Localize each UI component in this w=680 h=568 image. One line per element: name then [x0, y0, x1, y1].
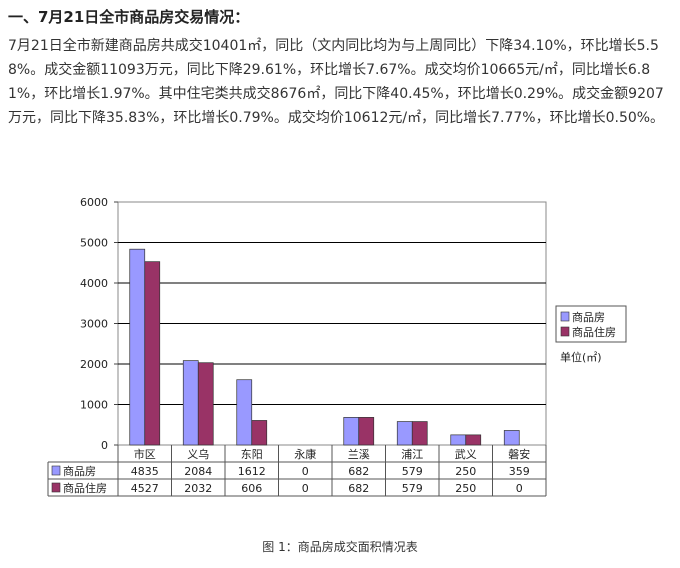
- bar: [343, 417, 360, 446]
- data-label: 2032: [184, 482, 212, 495]
- x-category-label: 武义: [455, 448, 477, 461]
- data-label: 0: [516, 482, 523, 495]
- unit-label: 单位(㎡): [560, 350, 602, 364]
- table-series-name: 商品住房: [63, 481, 107, 495]
- data-label: 579: [402, 482, 423, 495]
- bar: [503, 430, 520, 446]
- y-tick-label: 6000: [80, 196, 108, 209]
- data-label: 682: [348, 482, 369, 495]
- y-tick-label: 0: [101, 439, 108, 452]
- x-category-label: 永康: [294, 447, 316, 461]
- y-tick-label: 3000: [80, 318, 108, 331]
- data-label: 579: [402, 465, 423, 478]
- table-series-name: 商品房: [63, 464, 96, 478]
- data-label: 0: [302, 482, 309, 495]
- data-label: 4527: [131, 482, 159, 495]
- bar: [129, 248, 146, 446]
- table-legend-swatch: [51, 465, 61, 476]
- bar: [396, 421, 413, 446]
- bar: [197, 362, 214, 446]
- x-category-label: 市区: [134, 447, 156, 461]
- data-label: 2084: [184, 465, 212, 478]
- data-label: 0: [302, 465, 309, 478]
- section-heading: 一、7月21日全市商品房交易情况：: [8, 8, 250, 26]
- legend-label: 商品房: [572, 310, 605, 324]
- data-label: 359: [509, 465, 530, 478]
- legend-swatch: [560, 311, 570, 322]
- data-label: 606: [241, 482, 262, 495]
- data-label: 250: [455, 482, 476, 495]
- bar: [358, 417, 375, 446]
- x-category-label: 东阳: [241, 448, 263, 461]
- y-tick-label: 4000: [80, 277, 108, 290]
- bar: [144, 261, 161, 446]
- y-tick-label: 5000: [80, 237, 108, 250]
- data-label: 1612: [238, 465, 266, 478]
- figure-caption: 图 1：商品房成交面积情况表: [262, 540, 418, 554]
- x-category-label: 磐安: [508, 447, 530, 461]
- data-label: 682: [348, 465, 369, 478]
- y-tick-label: 2000: [80, 358, 108, 371]
- data-label: 4835: [131, 465, 159, 478]
- table-legend-swatch: [51, 482, 61, 493]
- x-category-label: 义乌: [187, 447, 209, 461]
- bar: [236, 379, 253, 446]
- x-category-label: 兰溪: [348, 448, 370, 461]
- legend-label: 商品住房: [572, 325, 616, 339]
- bar: [411, 421, 428, 446]
- bar: [450, 434, 467, 446]
- legend-swatch: [560, 326, 570, 337]
- section-paragraph: 7月21日全市新建商品房共成交10401㎡，同比（文内同比均为与上周同比）下降3…: [8, 38, 665, 126]
- bar: [182, 360, 199, 446]
- bar: [465, 434, 482, 446]
- x-category-label: 浦江: [401, 448, 423, 461]
- data-label: 250: [455, 465, 476, 478]
- y-tick-label: 1000: [80, 399, 108, 412]
- bar: [251, 420, 268, 446]
